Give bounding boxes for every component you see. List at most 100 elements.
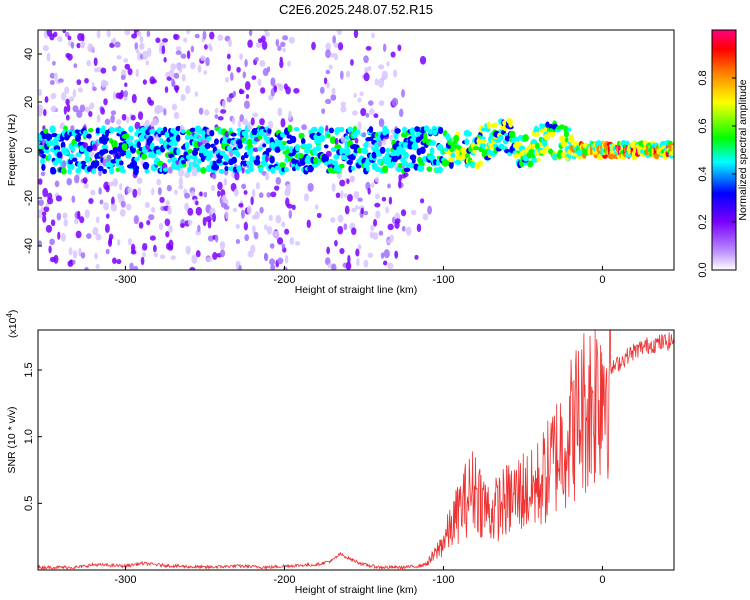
spectrogram-cell xyxy=(267,120,274,129)
spectrogram-cell xyxy=(130,114,136,121)
spectrogram-cell xyxy=(453,134,460,143)
spectrogram-cell xyxy=(363,210,369,216)
spectrogram-cell xyxy=(260,87,266,94)
spectrogram-cell xyxy=(355,248,360,257)
spectrogram-cell xyxy=(403,167,411,173)
spectrogram-cell xyxy=(269,141,276,149)
spectrogram-cell xyxy=(419,55,427,65)
colorbar-tick-label: 0.4 xyxy=(697,166,709,181)
spectrogram-cells xyxy=(38,30,674,270)
spectrogram-cell xyxy=(241,183,247,190)
spectrogram-cell xyxy=(286,203,293,209)
spectrogram-cell xyxy=(146,47,152,58)
spectrogram-cell xyxy=(167,205,172,215)
spectrogram-x-tick-label: 0 xyxy=(599,274,605,286)
spectrogram-cell xyxy=(248,30,253,37)
spectrogram-cell xyxy=(155,37,161,44)
spectrogram-cell xyxy=(244,234,249,242)
spectrogram-cell xyxy=(363,259,369,268)
spectrogram-cell xyxy=(214,108,219,114)
spectrogram-cell xyxy=(543,133,551,141)
spectrogram-cell xyxy=(247,39,253,48)
spectrogram-cell xyxy=(323,77,328,85)
spectrogram-cell xyxy=(112,178,119,187)
spectrogram-cell xyxy=(167,166,173,174)
spectrogram-cell xyxy=(243,221,248,231)
spectrogram-cell xyxy=(344,147,351,156)
spectrogram-cell xyxy=(175,50,182,56)
spectrogram-cell xyxy=(186,50,191,60)
spectrogram-cell xyxy=(282,35,289,41)
spectrogram-cell xyxy=(240,209,245,219)
spectrogram-cell xyxy=(375,210,381,219)
spectrogram-cell xyxy=(221,194,227,202)
spectrogram-cell xyxy=(266,192,272,198)
snr-scale-exp: 4 xyxy=(5,313,14,318)
spectrogram-cell xyxy=(70,41,75,49)
spectrogram-cell xyxy=(277,83,284,91)
spectrogram-cell xyxy=(56,212,62,221)
spectrogram-cell xyxy=(567,127,572,132)
spectrogram-cell xyxy=(217,190,221,197)
spectrogram-cell xyxy=(88,111,93,117)
colorbar-tick-label: 0.8 xyxy=(697,70,709,85)
spectrogram-cell xyxy=(62,160,67,170)
spectrogram-cell xyxy=(411,143,419,151)
spectrogram-cell xyxy=(287,124,293,133)
spectrogram-cell xyxy=(116,259,122,265)
spectrogram-cell xyxy=(89,45,95,53)
spectrogram-cell xyxy=(200,55,206,62)
spectrogram-cell xyxy=(563,130,569,138)
spectrogram-cell xyxy=(389,234,394,243)
spectrogram-cell xyxy=(129,135,134,141)
spectrogram-cell xyxy=(337,225,344,235)
spectrogram-cell xyxy=(163,108,167,116)
spectrogram-cell xyxy=(196,165,201,173)
spectrogram-cell xyxy=(196,158,202,164)
spectrogram-cell xyxy=(110,110,117,116)
spectrogram-cell xyxy=(212,212,217,223)
spectrogram-cell xyxy=(261,40,268,50)
spectrogram-cell xyxy=(57,231,61,240)
spectrogram-cell xyxy=(247,166,254,173)
spectrogram-cell xyxy=(72,250,78,259)
spectrogram-cell xyxy=(343,223,348,231)
spectrogram-cell xyxy=(363,72,370,82)
spectrogram-cell xyxy=(139,127,147,134)
spectrogram-cell xyxy=(377,158,383,165)
spectrogram-cell xyxy=(401,225,406,232)
snr-y-ticks: 0.5 1.0 1.5 xyxy=(23,362,42,511)
spectrogram-cell xyxy=(235,152,241,158)
spectrogram-cell xyxy=(389,134,394,142)
spectrogram-cell xyxy=(109,127,116,133)
spectrogram-cell xyxy=(146,219,151,226)
spectrogram-cell xyxy=(357,121,362,131)
spectrogram-cell xyxy=(339,247,345,255)
spectrogram-cell xyxy=(217,181,223,191)
spectrogram-cell xyxy=(184,202,190,211)
spectrogram-cell xyxy=(246,121,253,131)
snr-x-tick-label: 0 xyxy=(599,574,605,586)
spectrogram-cell xyxy=(304,156,312,165)
spectrogram-cell xyxy=(331,183,336,192)
spectrogram-cell xyxy=(262,143,267,148)
spectrogram-cell xyxy=(508,130,516,139)
spectrogram-cell xyxy=(323,144,329,149)
spectrogram-cell xyxy=(151,187,155,196)
spectrogram-cell xyxy=(313,157,319,165)
spectrogram-y-tick-label: 0 xyxy=(23,147,35,153)
spectrogram-cell xyxy=(354,130,361,135)
spectrogram-cell xyxy=(429,147,435,155)
spectrogram-cell xyxy=(264,172,270,181)
spectrogram-cell xyxy=(223,177,228,187)
spectrogram-cell xyxy=(403,172,409,178)
spectrogram-cell xyxy=(269,155,275,164)
snr-x-ticks: -300 -200 -100 0 xyxy=(114,566,606,586)
spectrogram-cell xyxy=(70,163,75,170)
spectrogram-cell xyxy=(254,56,259,62)
spectrogram-cell xyxy=(38,88,42,97)
spectrogram-cell xyxy=(347,254,351,264)
spectrogram-cell xyxy=(351,207,357,213)
spectrogram-cell xyxy=(356,257,360,267)
spectrogram-cell xyxy=(346,178,350,184)
